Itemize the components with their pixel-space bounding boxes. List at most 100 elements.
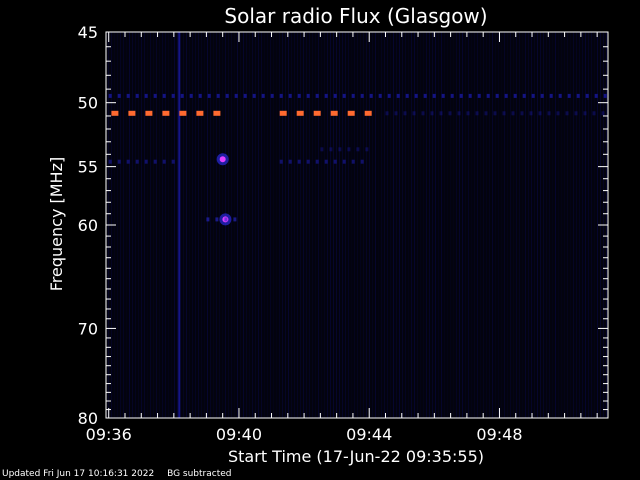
noise-column xyxy=(348,32,349,418)
noise-column xyxy=(183,32,184,418)
band-dash xyxy=(252,93,256,98)
band-dash xyxy=(360,159,364,164)
noise-column xyxy=(156,32,157,418)
noise-column xyxy=(147,32,148,418)
band-dash xyxy=(547,111,551,116)
y-tick-label: 45 xyxy=(78,23,98,42)
noise-column xyxy=(549,32,550,418)
band-dash xyxy=(364,110,372,116)
noise-column xyxy=(480,32,481,418)
band-dash xyxy=(495,93,499,98)
noise-column xyxy=(288,32,289,418)
band-dash xyxy=(342,93,346,98)
noise-column xyxy=(498,32,499,418)
noise-column xyxy=(273,32,274,418)
noise-column xyxy=(366,32,367,418)
noise-column xyxy=(345,32,346,418)
band-dash xyxy=(144,93,148,98)
noise-column xyxy=(153,32,154,418)
noise-column xyxy=(210,32,211,418)
burst-line-0 xyxy=(178,32,181,418)
noise-column xyxy=(234,32,235,418)
noise-column xyxy=(240,32,241,418)
plot-area xyxy=(106,32,608,418)
noise-column xyxy=(180,32,181,418)
noise-column xyxy=(264,32,265,418)
band-dash xyxy=(466,111,470,116)
band-dash xyxy=(279,110,287,116)
noise-column xyxy=(144,32,145,418)
band-dash xyxy=(385,111,389,116)
noise-column xyxy=(597,32,598,418)
noise-column xyxy=(201,32,202,418)
band-dash xyxy=(439,111,443,116)
noise-column xyxy=(567,32,568,418)
noise-column xyxy=(282,32,283,418)
band-dash xyxy=(394,111,398,116)
band-dash xyxy=(601,111,605,116)
band-dash xyxy=(108,93,112,98)
noise-column xyxy=(261,32,262,418)
noise-column xyxy=(558,32,559,418)
band-dash xyxy=(330,110,338,116)
noise-column xyxy=(588,32,589,418)
band-dash xyxy=(179,110,187,116)
noise-column xyxy=(504,32,505,418)
bg-subtracted-note: BG subtracted xyxy=(167,469,232,479)
band-dash xyxy=(243,93,247,98)
band-dash xyxy=(540,93,544,98)
noise-column xyxy=(435,32,436,418)
noise-column xyxy=(354,32,355,418)
noise-column xyxy=(363,32,364,418)
noise-column xyxy=(207,32,208,418)
noise-column xyxy=(174,32,175,418)
noise-column xyxy=(321,32,322,418)
band-dash xyxy=(117,159,121,164)
band-dash xyxy=(320,147,324,152)
x-axis-label: Start Time (17-Jun-22 09:35:55) xyxy=(228,447,484,466)
noise-column xyxy=(417,32,418,418)
band-dash xyxy=(538,111,542,116)
noise-column xyxy=(477,32,478,418)
band-dash xyxy=(520,111,524,116)
noise-column xyxy=(258,32,259,418)
noise-column xyxy=(243,32,244,418)
band-dash xyxy=(288,93,292,98)
noise-column xyxy=(375,32,376,418)
band-dash xyxy=(574,111,578,116)
noise-column xyxy=(132,32,133,418)
noise-column xyxy=(570,32,571,418)
noise-column xyxy=(126,32,127,418)
noise-column xyxy=(510,32,511,418)
noise-column xyxy=(222,32,223,418)
noise-column xyxy=(591,32,592,418)
noise-column xyxy=(315,32,316,418)
noise-column xyxy=(513,32,514,418)
x-tick-label: 09:48 xyxy=(476,425,522,444)
noise-column xyxy=(270,32,271,418)
band-dash xyxy=(261,93,265,98)
band-dash xyxy=(549,93,553,98)
noise-column xyxy=(357,32,358,418)
band-dash xyxy=(135,159,139,164)
noise-column xyxy=(195,32,196,418)
band-dash xyxy=(412,111,416,116)
band-dash xyxy=(180,93,184,98)
noise-column xyxy=(294,32,295,418)
band-dash xyxy=(329,147,333,152)
band-dash xyxy=(153,159,157,164)
band-dash xyxy=(585,93,589,98)
noise-column xyxy=(276,32,277,418)
updated-timestamp: Updated Fri Jun 17 10:16:31 2022 xyxy=(2,469,155,479)
noise-column xyxy=(339,32,340,418)
noise-column xyxy=(249,32,250,418)
noise-column xyxy=(237,32,238,418)
noise-column xyxy=(279,32,280,418)
noise-column xyxy=(381,32,382,418)
band-dash xyxy=(475,111,479,116)
band-dash xyxy=(196,110,204,116)
noise-column xyxy=(555,32,556,418)
band-dash xyxy=(558,93,562,98)
noise-column xyxy=(573,32,574,418)
